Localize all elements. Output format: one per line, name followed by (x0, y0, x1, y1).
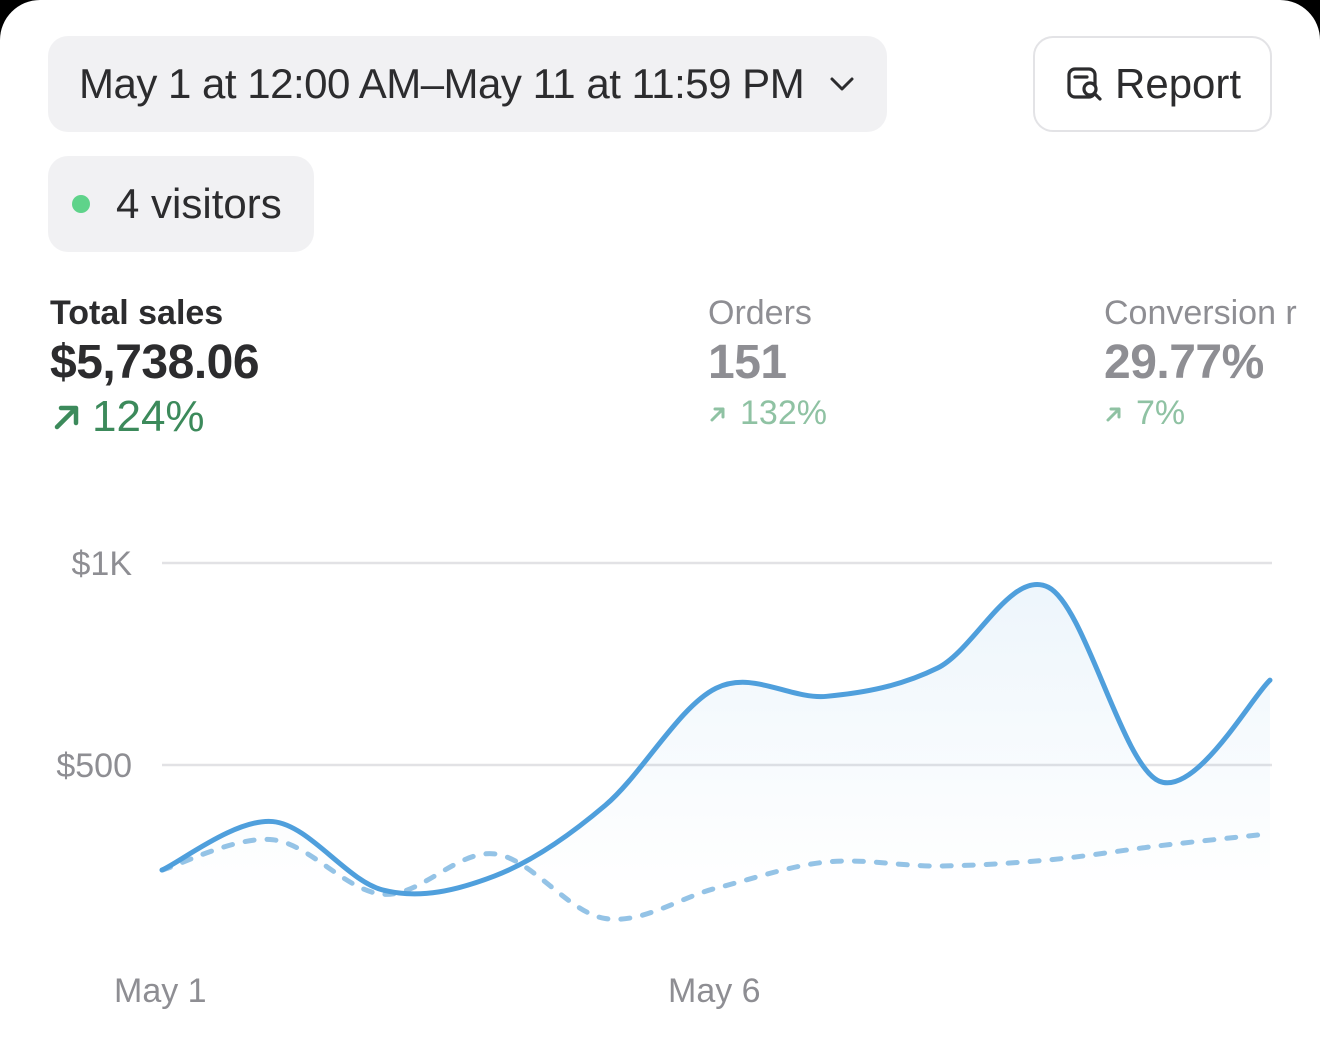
metric-delta-value: 7% (1136, 394, 1186, 432)
arrow-up-right-icon (710, 407, 725, 421)
metric-delta: 124% (50, 392, 259, 442)
arrow-up-right-icon (54, 405, 79, 430)
comparison-period-line (159, 831, 1273, 922)
date-range-selector[interactable]: May 1 at 12:00 AM–May 11 at 11:59 PM (48, 36, 887, 132)
metric-label: Orders (708, 294, 812, 332)
sales-line-chart[interactable]: $1K $500 May 1 May 6 (0, 500, 1320, 1040)
y-tick-label: $500 (56, 747, 132, 785)
arrow-up-right-icon (1106, 407, 1121, 421)
live-indicator-dot (72, 195, 90, 213)
report-label: Report (1115, 60, 1242, 107)
metric-label: Total sales (50, 294, 224, 332)
metric-value: 151 (708, 336, 787, 389)
report-search-icon (1067, 67, 1102, 101)
current-period-area (162, 584, 1270, 894)
metric-value: $5,738.06 (50, 336, 260, 389)
x-tick-label: May 6 (668, 972, 761, 1010)
metric-orders[interactable]: Orders 151 132% (708, 294, 827, 433)
chart-x-axis: May 1 May 6 (114, 972, 761, 1010)
metric-delta: 7% (1104, 394, 1297, 433)
metric-delta-value: 124% (92, 392, 205, 441)
chevron-down-icon (830, 77, 854, 91)
date-range-label: May 1 at 12:00 AM–May 11 at 11:59 PM (79, 60, 805, 107)
metric-conversion-rate[interactable]: Conversion r 29.77% 7% (1104, 294, 1297, 433)
visitors-label: 4 visitors (116, 180, 282, 227)
live-visitors-badge[interactable]: 4 visitors (48, 156, 314, 252)
metric-value: 29.77% (1104, 336, 1264, 389)
x-tick-label: May 1 (114, 972, 207, 1010)
metric-delta: 132% (708, 394, 827, 433)
report-button[interactable]: Report (1033, 36, 1272, 132)
metric-delta-value: 132% (740, 394, 827, 432)
metric-total-sales[interactable]: Total sales $5,738.06 124% (50, 294, 260, 442)
current-period-line (159, 582, 1273, 897)
chart-y-axis: $1K $500 (56, 545, 132, 785)
y-tick-label: $1K (72, 545, 133, 583)
metric-label: Conversion r (1104, 294, 1297, 332)
